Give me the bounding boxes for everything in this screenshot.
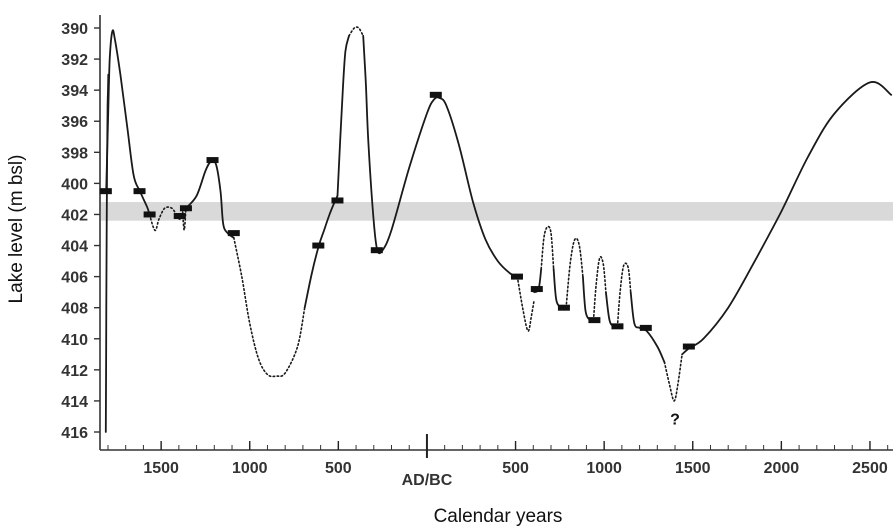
data-marker bbox=[312, 242, 325, 249]
y-tick-label: 412 bbox=[61, 363, 88, 380]
dotted-segment-14 bbox=[540, 225, 555, 270]
solid-segment-17 bbox=[582, 275, 595, 322]
data-marker bbox=[173, 213, 186, 220]
dotted-segment-18 bbox=[592, 255, 607, 321]
solid-segment-9 bbox=[336, 34, 350, 197]
y-tick-label: 416 bbox=[61, 425, 88, 442]
x-tick-label: 2500 bbox=[852, 460, 888, 477]
data-marker bbox=[611, 323, 624, 330]
y-axis-title: Lake level (m bsl) bbox=[6, 155, 27, 304]
y-tick-label: 394 bbox=[61, 83, 88, 100]
series-lines bbox=[104, 26, 893, 433]
data-marker bbox=[588, 317, 601, 324]
dotted-segment-7 bbox=[233, 237, 306, 378]
data-marker bbox=[133, 188, 146, 195]
dotted-segment-20 bbox=[616, 262, 632, 328]
data-marker bbox=[510, 273, 523, 280]
y-tick-label: 396 bbox=[61, 114, 88, 131]
data-marker bbox=[227, 230, 240, 237]
dotted-segment-3 bbox=[148, 206, 178, 232]
x-tick-label: 1000 bbox=[232, 460, 268, 477]
solid-segment-6 bbox=[185, 159, 235, 239]
data-marker bbox=[429, 91, 442, 98]
x-tick-label: 1500 bbox=[143, 460, 179, 477]
data-marker bbox=[370, 247, 383, 254]
y-tick-label: 410 bbox=[61, 332, 88, 349]
dotted-segment-16 bbox=[565, 237, 584, 309]
x-tick-label: 1000 bbox=[586, 460, 622, 477]
solid-segment-23 bbox=[681, 81, 893, 356]
x-tick-label: 500 bbox=[325, 460, 352, 477]
solid-segment-19 bbox=[605, 291, 619, 328]
x-axis-title: Calendar years bbox=[434, 506, 563, 527]
data-marker bbox=[99, 188, 112, 195]
data-marker bbox=[682, 343, 695, 350]
shaded-band-layer bbox=[101, 202, 893, 221]
y-tick-label: 400 bbox=[61, 176, 88, 193]
y-tick-label: 406 bbox=[61, 270, 88, 287]
y-tick-label: 408 bbox=[61, 301, 88, 318]
data-marker bbox=[179, 205, 192, 212]
x-tick-label: 1500 bbox=[675, 460, 711, 477]
solid-segment-11 bbox=[362, 34, 519, 278]
y-tick-label: 390 bbox=[61, 21, 88, 38]
y-tick-label: 414 bbox=[61, 394, 88, 411]
y-tick-label: 398 bbox=[61, 145, 88, 162]
dotted-segment-10 bbox=[348, 26, 364, 37]
x-tick-label: 2000 bbox=[764, 460, 800, 477]
dotted-segment-12 bbox=[516, 275, 535, 332]
y-tick-label: 404 bbox=[61, 239, 88, 256]
solid-segment-15 bbox=[552, 267, 567, 310]
solid-segment-8 bbox=[303, 194, 339, 309]
data-marker bbox=[530, 286, 543, 293]
x-tick-label: 500 bbox=[502, 460, 529, 477]
reference-band bbox=[101, 202, 893, 221]
data-marker bbox=[143, 211, 156, 218]
y-tick-label: 392 bbox=[61, 52, 88, 69]
y-tick-label: 402 bbox=[61, 207, 88, 224]
solid-segment-2 bbox=[105, 29, 151, 216]
data-marker bbox=[639, 324, 652, 331]
x-tick-label: AD/BC bbox=[402, 472, 453, 489]
data-marker bbox=[331, 197, 344, 204]
data-marker bbox=[206, 157, 219, 164]
dotted-segment-22 bbox=[663, 353, 683, 402]
question-mark-annotation: ? bbox=[670, 411, 680, 428]
tick-labels: 390 392 394 396 398 400 402 404 406 408 410 412 414 4… bbox=[61, 21, 888, 489]
data-markers bbox=[99, 91, 695, 350]
axes bbox=[94, 15, 893, 458]
data-marker bbox=[557, 304, 570, 311]
